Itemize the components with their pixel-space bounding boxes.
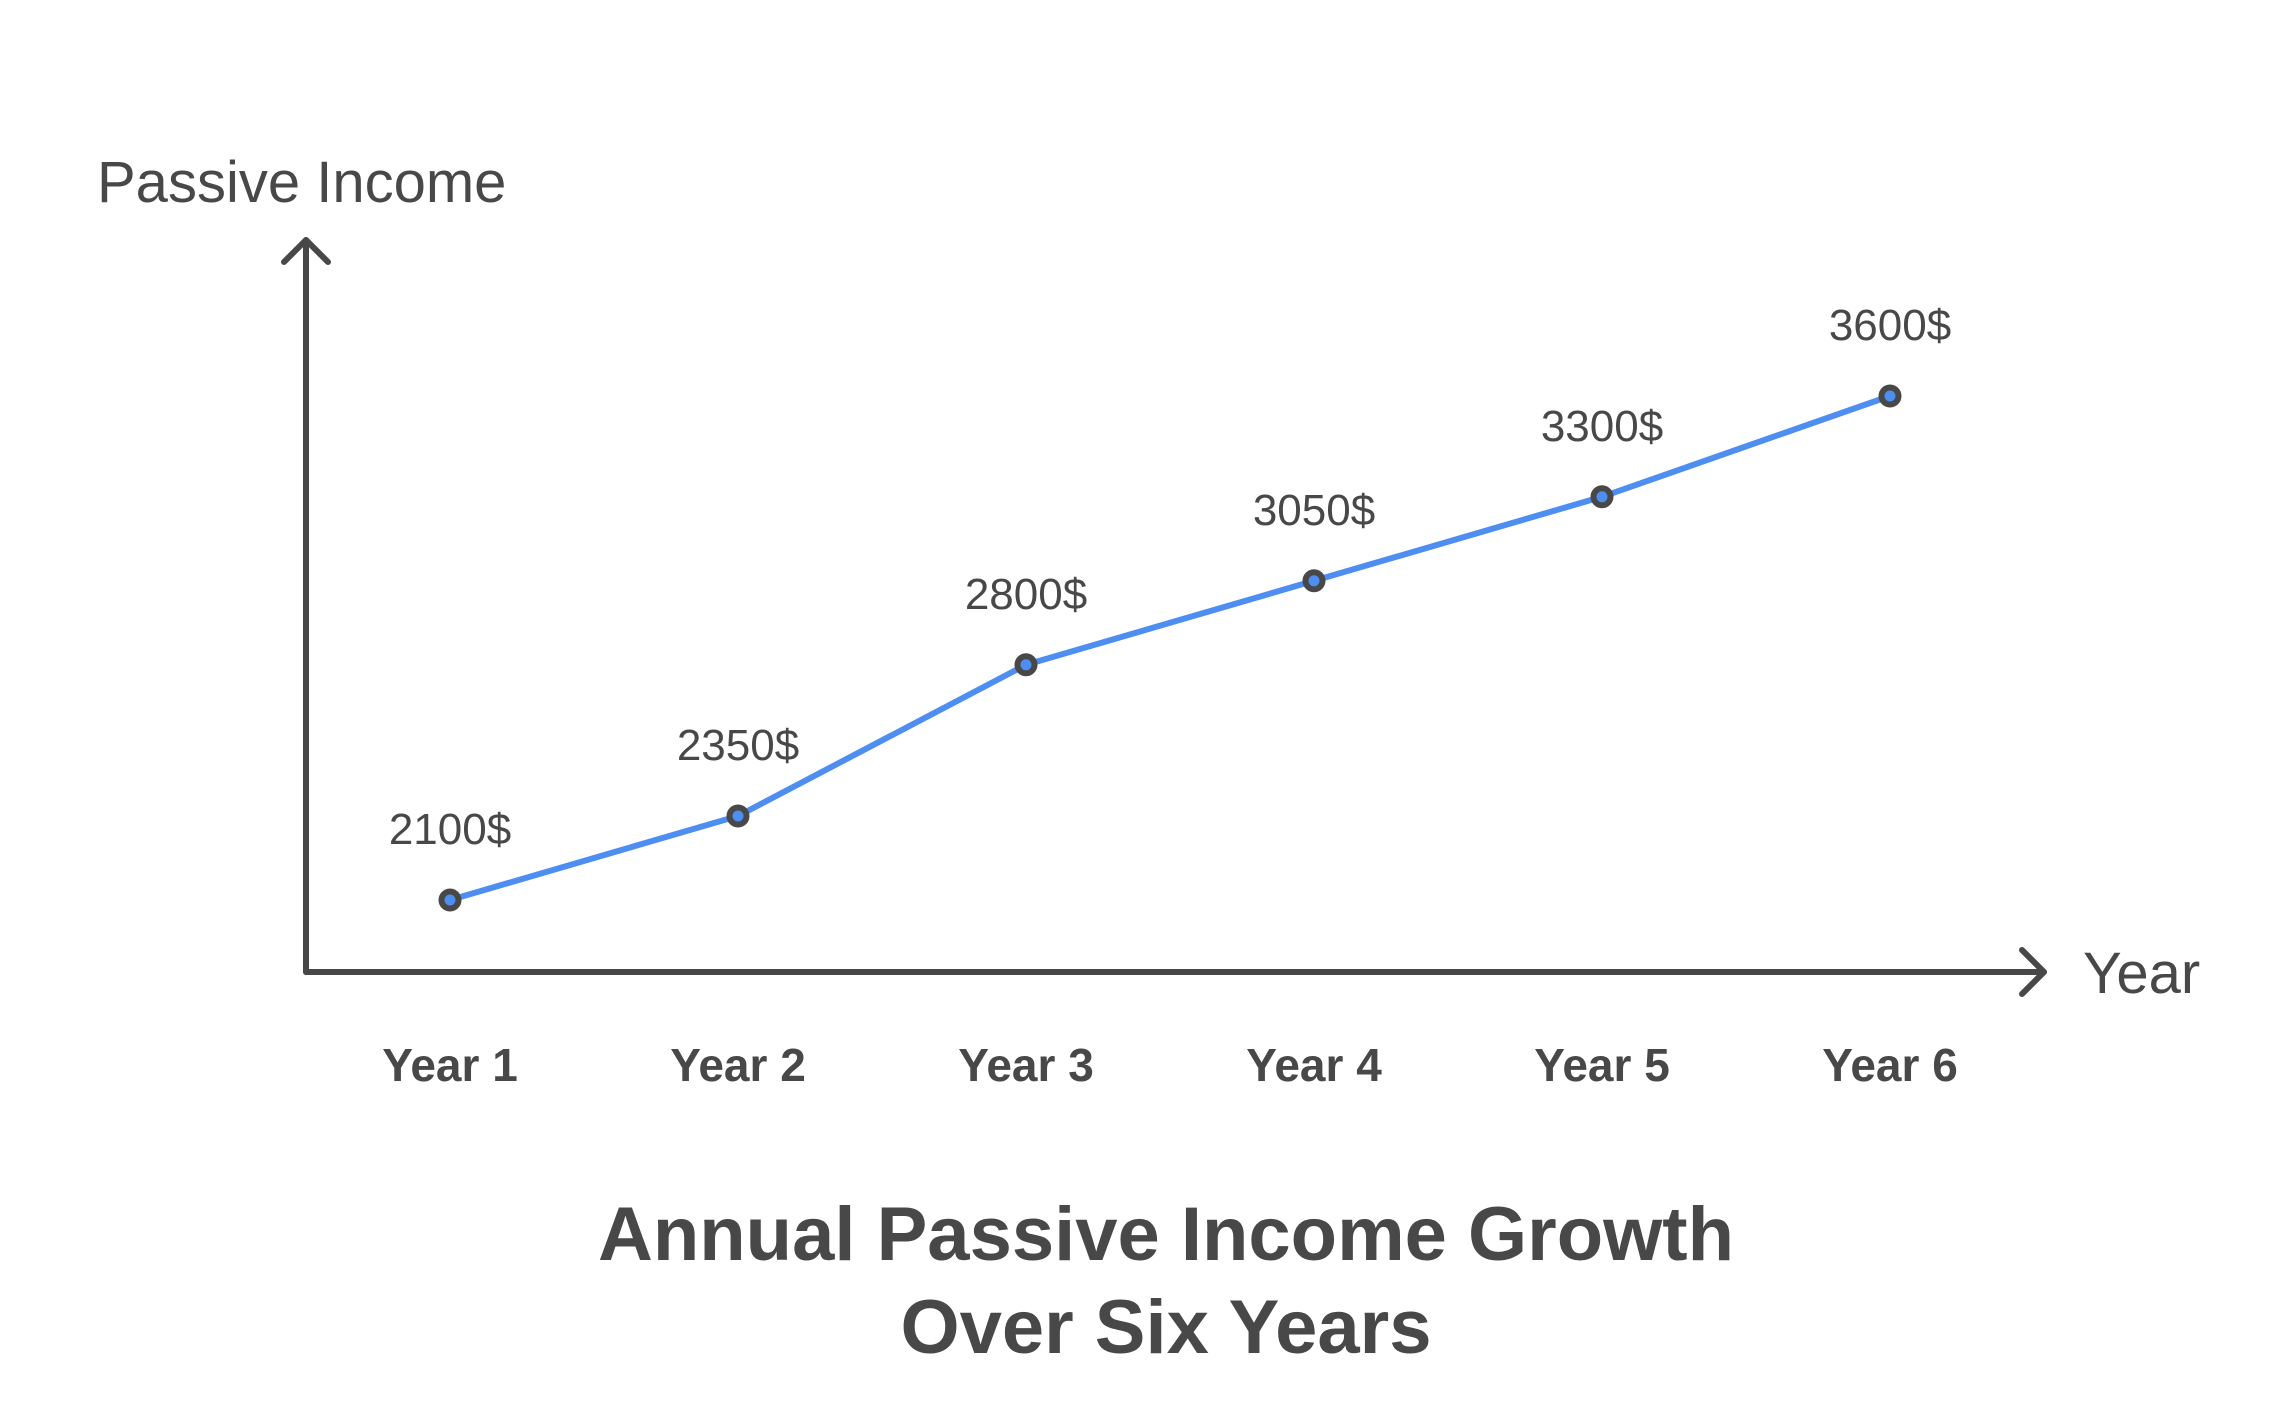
value-label: 3600$: [1829, 301, 1951, 350]
data-point: [726, 804, 750, 828]
value-label: 2800$: [965, 570, 1087, 619]
chart-title-line-1: Annual Passive Income Growth: [598, 1192, 1734, 1277]
data-point: [1302, 569, 1326, 593]
data-point: [1014, 653, 1038, 677]
chart-title-line-2: Over Six Years: [900, 1285, 1431, 1370]
data-point: [1590, 485, 1614, 509]
x-tick-label: Year 4: [1246, 1039, 1382, 1091]
x-tick-labels: Year 1 Year 2 Year 3 Year 4 Year 5 Year 6: [382, 1039, 1958, 1091]
value-label: 2350$: [677, 721, 799, 770]
x-tick-label: Year 3: [958, 1039, 1094, 1091]
value-label: 3050$: [1253, 486, 1375, 535]
value-label: 2100$: [389, 805, 511, 854]
series-line: [438, 384, 1902, 912]
data-point: [1878, 384, 1902, 408]
y-axis-arrow-icon: [281, 237, 331, 265]
x-tick-label: Year 2: [670, 1039, 806, 1091]
x-tick-label: Year 5: [1534, 1039, 1670, 1091]
x-axis-label: Year: [2083, 941, 2200, 1006]
data-line: [449, 393, 1891, 903]
x-tick-label: Year 6: [1822, 1039, 1958, 1091]
axes: [281, 237, 2047, 997]
value-label: 3300$: [1541, 402, 1663, 451]
data-point: [438, 888, 462, 912]
y-axis-label: Passive Income: [97, 150, 506, 215]
x-tick-label: Year 1: [382, 1039, 518, 1091]
value-labels: 2100$ 2350$ 2800$ 3050$ 3300$ 3600$: [389, 301, 1951, 854]
x-axis-arrow-icon: [2019, 947, 2047, 997]
